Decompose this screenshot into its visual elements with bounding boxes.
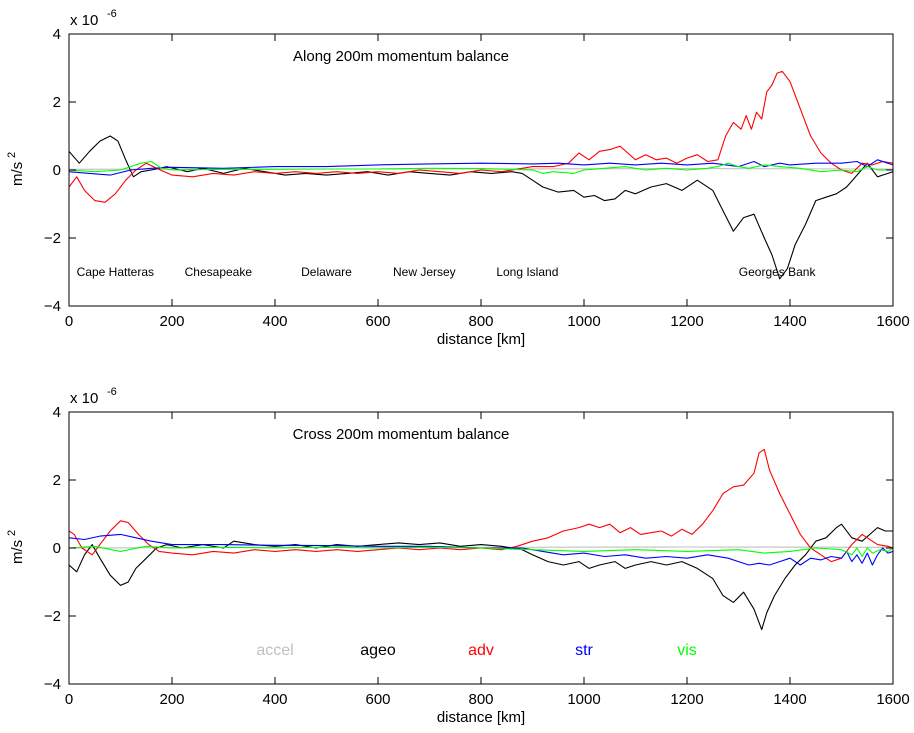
y-scale-exponent: -6 bbox=[107, 8, 117, 20]
y-axis-label-superscript: 2 bbox=[6, 152, 18, 158]
x-tick-label: 1600 bbox=[876, 313, 909, 330]
series-line-ageo bbox=[69, 135, 893, 280]
x-tick-label: 0 bbox=[65, 313, 73, 330]
y-axis-label: m/s bbox=[9, 162, 26, 186]
annotation-label: Chesapeake bbox=[185, 265, 253, 279]
x-tick-label: 600 bbox=[365, 313, 390, 330]
x-tick-label: 400 bbox=[262, 313, 287, 330]
panel-title: Along 200m momentum balance bbox=[293, 48, 509, 65]
series-line-str bbox=[69, 159, 893, 176]
x-tick-label: 800 bbox=[468, 313, 493, 330]
series-line-ageo bbox=[69, 523, 893, 631]
series-line-str bbox=[69, 533, 893, 566]
y-scale-label: x 10 bbox=[70, 390, 98, 407]
y-tick-label: 2 bbox=[53, 94, 61, 111]
x-tick-label: 1200 bbox=[670, 313, 703, 330]
y-tick-label: −2 bbox=[44, 230, 61, 247]
legend-item-str: str bbox=[575, 642, 593, 659]
y-axis-label-group: m/s 2 bbox=[6, 152, 26, 186]
series-line-adv bbox=[69, 70, 893, 203]
x-tick-label: 0 bbox=[65, 691, 73, 708]
legend-item-vis: vis bbox=[677, 642, 697, 659]
y-tick-label: −4 bbox=[44, 676, 61, 693]
annotation-label: Cape Hatteras bbox=[77, 265, 154, 279]
y-tick-label: 4 bbox=[53, 404, 61, 421]
y-tick-label: −4 bbox=[44, 298, 61, 315]
x-axis-label: distance [km] bbox=[437, 709, 525, 726]
y-axis-label: m/s bbox=[9, 540, 26, 564]
annotation-label: Delaware bbox=[301, 265, 352, 279]
x-tick-label: 400 bbox=[262, 691, 287, 708]
y-tick-label: 0 bbox=[53, 162, 61, 179]
y-tick-label: 4 bbox=[53, 26, 61, 43]
x-tick-label: 800 bbox=[468, 691, 493, 708]
chart-panel-2: 0 200 400 600 800 1000 1200 1400 1600 −4 −2 0 2 4 x 10… bbox=[6, 386, 910, 726]
chart-panel-1: 0 200 400 600 800 1000 1200 1400 1600 −4 −2 0 2 4 x 10… bbox=[6, 8, 910, 348]
x-tick-label: 200 bbox=[159, 313, 184, 330]
series-line-vis bbox=[69, 545, 893, 558]
y-scale-exponent: -6 bbox=[107, 386, 117, 398]
x-axis-label: distance [km] bbox=[437, 331, 525, 348]
x-tick-label: 200 bbox=[159, 691, 184, 708]
y-tick-label: −2 bbox=[44, 608, 61, 625]
x-tick-label: 1400 bbox=[773, 313, 806, 330]
x-tick-label: 1600 bbox=[876, 691, 909, 708]
y-tick-label: 0 bbox=[53, 540, 61, 557]
legend-item-ageo: ageo bbox=[360, 642, 396, 659]
annotation-label: Long Island bbox=[496, 265, 558, 279]
y-scale-label: x 10 bbox=[70, 12, 98, 29]
series-line-vis bbox=[69, 160, 893, 174]
y-tick-label: 2 bbox=[53, 472, 61, 489]
legend-item-accel: accel bbox=[256, 642, 293, 659]
x-tick-label: 1400 bbox=[773, 691, 806, 708]
annotation-label: New Jersey bbox=[393, 265, 456, 279]
x-tick-label: 1000 bbox=[567, 313, 600, 330]
series-line-adv bbox=[69, 448, 893, 563]
y-axis-label-superscript: 2 bbox=[6, 530, 18, 536]
x-tick-label: 1200 bbox=[670, 691, 703, 708]
annotation-label: Georges Bank bbox=[739, 265, 817, 279]
x-tick-label: 600 bbox=[365, 691, 390, 708]
legend-item-adv: adv bbox=[468, 642, 494, 659]
panel-title: Cross 200m momentum balance bbox=[293, 426, 510, 443]
y-axis-label-group: m/s 2 bbox=[6, 530, 26, 564]
x-tick-label: 1000 bbox=[567, 691, 600, 708]
